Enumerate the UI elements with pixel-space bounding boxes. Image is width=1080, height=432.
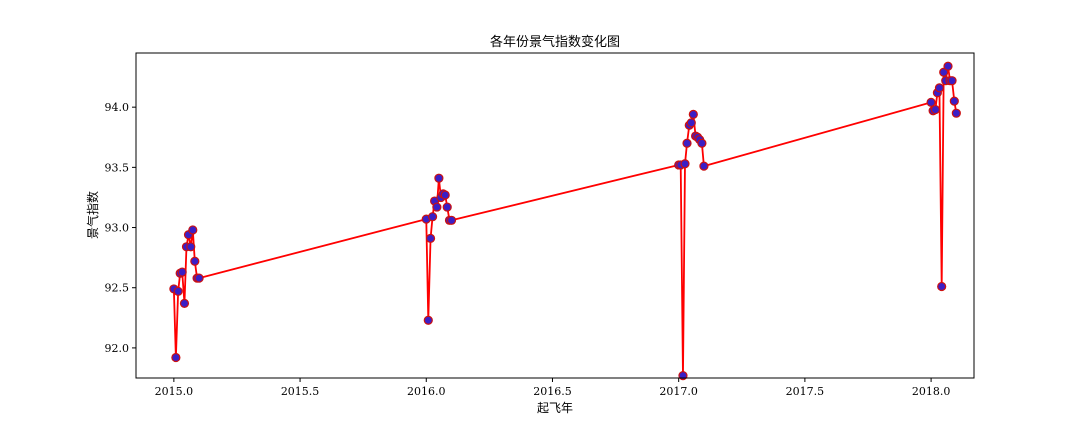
- series-marker-group: [169, 61, 961, 381]
- data-point: [446, 215, 457, 225]
- x-tick-label: 2016.0: [407, 385, 446, 398]
- x-tick-label: 2015.5: [281, 385, 320, 398]
- data-point: [425, 233, 436, 243]
- data-point: [173, 286, 183, 296]
- series-line-group: [172, 65, 958, 377]
- plot-area-frame: [135, 52, 975, 379]
- x-axis-label: 起飞年: [537, 401, 573, 415]
- data-point: [688, 109, 698, 119]
- data-point: [427, 212, 438, 222]
- x-tick-label: 2016.5: [533, 385, 572, 398]
- y-tick-label: 94.0: [105, 101, 130, 114]
- data-point: [190, 256, 200, 266]
- data-point: [939, 67, 949, 77]
- y-tick-label: 92.0: [105, 342, 130, 355]
- y-tick-label: 93.5: [105, 161, 130, 174]
- x-tick-label: 2018.0: [912, 385, 951, 398]
- data-point: [682, 138, 692, 148]
- x-tick-label: 2017.0: [659, 385, 698, 398]
- y-axis: 92.0 92.5 93.0 93.5 94.0: [105, 101, 136, 355]
- y-axis-label: 景气指数: [85, 191, 100, 239]
- chart-title: 各年份景气指数变化图: [490, 34, 620, 50]
- data-point: [943, 61, 953, 71]
- data-point: [926, 97, 936, 107]
- data-point: [188, 225, 198, 235]
- data-point: [934, 83, 945, 93]
- data-point: [177, 267, 187, 277]
- data-point: [949, 96, 959, 106]
- data-point: [440, 190, 450, 200]
- y-tick-label: 93.0: [105, 222, 130, 235]
- data-point: [442, 202, 452, 212]
- data-point: [686, 118, 696, 128]
- x-tick-label: 2015.0: [155, 385, 194, 398]
- x-axis: 2015.0 2015.5 2016.0 2016.5 2017.0 2017.5 2018…: [155, 378, 951, 398]
- data-point: [930, 104, 940, 115]
- x-tick-label: 2017.5: [786, 385, 825, 398]
- data-point: [423, 315, 433, 325]
- data-point: [680, 159, 690, 169]
- data-point: [699, 161, 709, 171]
- data-point: [186, 242, 196, 252]
- data-point: [171, 352, 181, 363]
- data-point: [179, 298, 190, 308]
- data-point: [194, 273, 204, 283]
- data-point: [432, 202, 442, 212]
- data-point: [697, 138, 707, 148]
- data-point: [434, 173, 444, 183]
- data-point: [947, 76, 957, 86]
- y-tick-label: 92.5: [105, 282, 130, 295]
- data-point: [937, 281, 947, 292]
- series-line: [172, 65, 958, 377]
- data-point: [951, 108, 961, 118]
